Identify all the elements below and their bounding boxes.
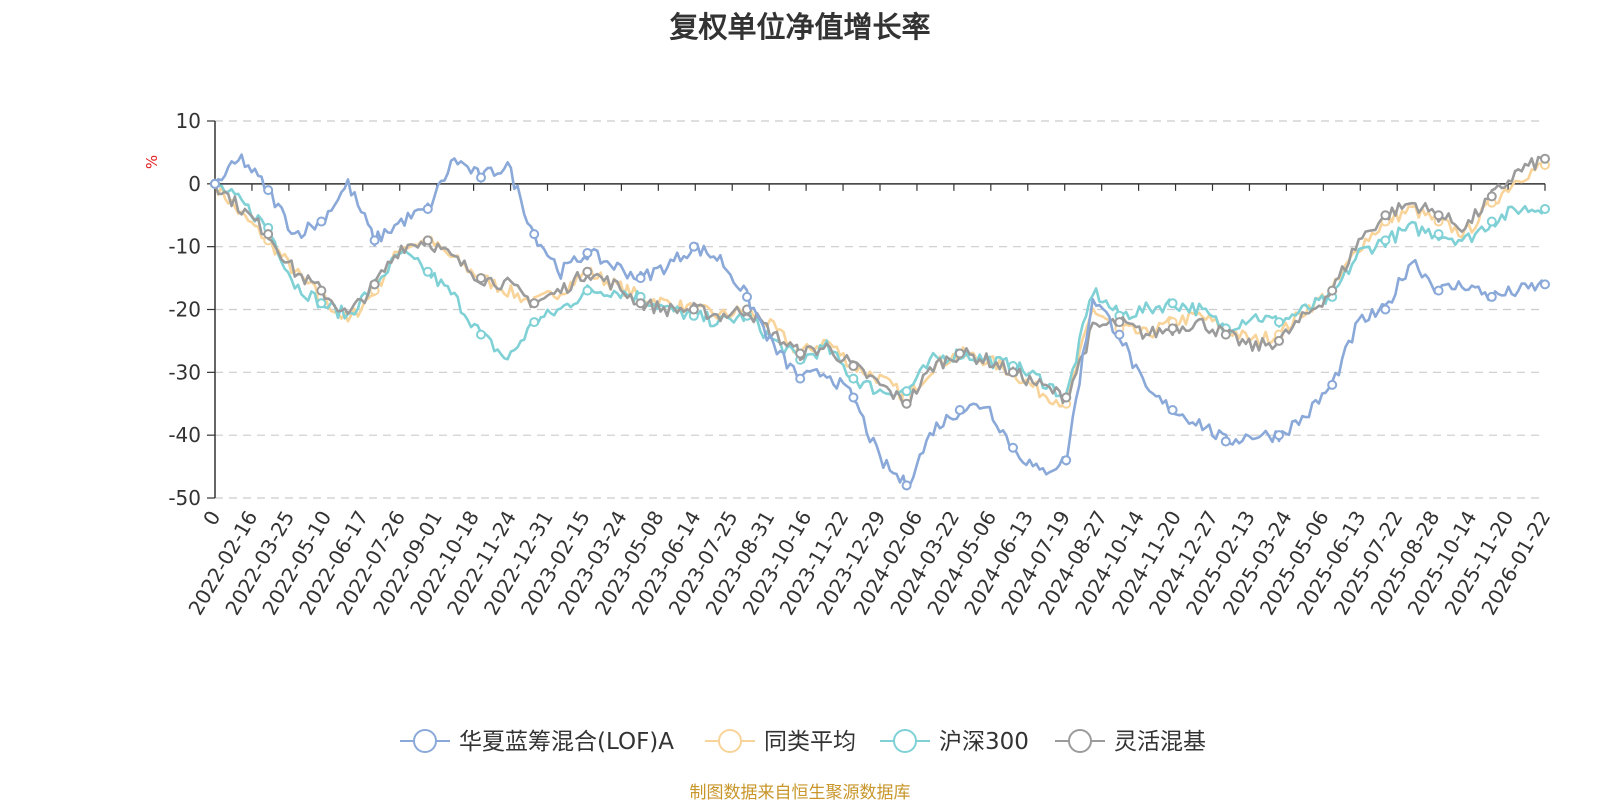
- series-point: [954, 348, 965, 359]
- series-point: [901, 386, 912, 397]
- series-point: [1327, 379, 1338, 390]
- legend-marker-icon: [1068, 729, 1092, 753]
- y-tick-label: -30: [168, 360, 201, 384]
- series-point: [688, 241, 699, 252]
- legend-label: 灵活混基: [1114, 729, 1206, 755]
- series-point: [369, 235, 380, 246]
- legend-item[interactable]: 灵活混基: [1055, 729, 1206, 755]
- series-point: [1114, 329, 1125, 340]
- series-lines: [210, 153, 1550, 491]
- series-point: [795, 348, 806, 359]
- series-point: [529, 298, 540, 309]
- series-point: [476, 273, 486, 284]
- series-point: [529, 229, 540, 240]
- series-point: [1486, 216, 1497, 227]
- y-tick-label: -20: [168, 298, 201, 322]
- series-point: [476, 329, 486, 340]
- chart-title: 复权单位净值增长率: [669, 10, 931, 44]
- series-point: [422, 235, 433, 246]
- series-point: [1380, 235, 1391, 246]
- series-point: [848, 373, 859, 384]
- legend-label: 同类平均: [764, 729, 856, 755]
- series-point: [1433, 285, 1444, 296]
- source-note: 制图数据来自恒生聚源数据库: [689, 783, 911, 803]
- y-axis-unit-label: %: [143, 155, 161, 169]
- series-point: [1540, 153, 1550, 164]
- series-point: [582, 285, 593, 296]
- y-tick-label: -10: [168, 235, 201, 259]
- series-line: [213, 162, 1546, 408]
- y-tick-label: -40: [168, 423, 201, 447]
- legend-marker-icon: [893, 729, 917, 753]
- y-tick-label: 0: [188, 172, 201, 196]
- y-tick-labels: 10 0 -10 -20 -30 -40 -50: [168, 109, 201, 510]
- series-point: [1540, 279, 1550, 290]
- legend-item[interactable]: 同类平均: [705, 729, 856, 755]
- series-line: [214, 182, 1547, 399]
- x-tick-labels: 02022-02-162022-03-252022-05-102022-06-1…: [183, 507, 1555, 620]
- grid-lines: [207, 120, 1545, 499]
- series-point: [1167, 405, 1178, 416]
- series-point: [635, 273, 646, 284]
- series-point: [476, 172, 486, 183]
- legend-marker-icon: [718, 729, 742, 753]
- series-point: [1486, 291, 1497, 302]
- legend-label: 沪深300: [939, 729, 1029, 755]
- series-point: [1380, 304, 1391, 315]
- series-point: [263, 229, 274, 240]
- series-point: [422, 266, 433, 277]
- series-point: [1114, 317, 1125, 328]
- y-tick-label: -50: [168, 486, 201, 510]
- series-point: [582, 247, 593, 258]
- series-point: [1008, 442, 1018, 453]
- series-point: [422, 203, 433, 214]
- series-point: [1380, 210, 1391, 221]
- series-point: [1220, 329, 1231, 340]
- legend-item[interactable]: 华夏蓝筹混合(LOF)A: [400, 729, 674, 755]
- x-tick-label: 0: [198, 507, 225, 530]
- series-point: [1167, 298, 1178, 309]
- series-point: [1061, 455, 1072, 466]
- series-point: [635, 298, 646, 309]
- series-point: [316, 285, 327, 296]
- series-point: [1433, 210, 1444, 221]
- series-point: [210, 178, 220, 189]
- series-point: [1433, 229, 1444, 240]
- series-point: [742, 291, 752, 302]
- series-point: [848, 392, 859, 403]
- series-point: [1274, 317, 1284, 328]
- series-line: [213, 155, 1546, 407]
- series-point: [1008, 367, 1018, 378]
- series-point: [263, 185, 274, 196]
- legend-item[interactable]: 沪深300: [880, 729, 1029, 755]
- series-point: [1540, 203, 1550, 214]
- series-point: [1274, 335, 1284, 346]
- series-point: [369, 279, 380, 290]
- series-point: [1486, 191, 1497, 202]
- y-tick-label: 10: [176, 109, 201, 133]
- series-point: [954, 405, 965, 416]
- legend-marker-icon: [413, 729, 437, 753]
- series-point: [1327, 285, 1338, 296]
- series-point: [795, 373, 806, 384]
- legend: 华夏蓝筹混合(LOF)A 同类平均 沪深300 灵活混基: [400, 729, 1206, 755]
- series-point: [848, 361, 859, 372]
- series-point: [688, 304, 699, 315]
- series-point: [901, 398, 912, 409]
- series-line: [213, 153, 1546, 491]
- legend-label: 华夏蓝筹混合(LOF)A: [459, 729, 674, 755]
- series-point: [316, 298, 327, 309]
- series-point: [582, 266, 593, 277]
- series-point: [316, 216, 327, 227]
- series-point: [1220, 436, 1231, 447]
- series-point: [1061, 392, 1072, 403]
- series-point: [1167, 323, 1178, 334]
- series-point: [529, 317, 540, 328]
- series-point: [901, 480, 912, 491]
- series-point: [1274, 430, 1284, 441]
